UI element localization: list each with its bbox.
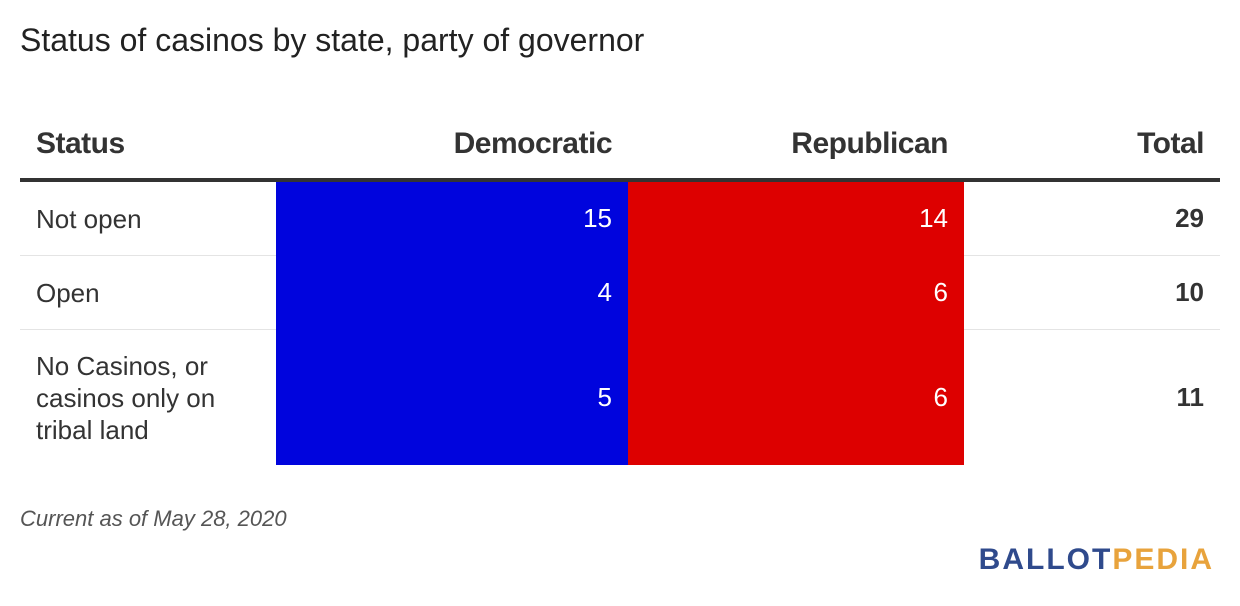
democratic-cell: 15 (276, 180, 628, 256)
total-cell: 10 (964, 255, 1220, 330)
column-header-status: Status (20, 110, 276, 182)
status-cell: No Casinos, or casinos only on tribal la… (36, 350, 216, 445)
table-row: No Casinos, or casinos only on tribal la… (20, 329, 1220, 465)
column-header-democratic: Democratic (276, 110, 628, 182)
status-cell: Not open (20, 180, 276, 256)
table-row: Not open 15 14 29 (20, 180, 1220, 256)
status-cell: Open (20, 255, 276, 330)
table-row: Open 4 6 10 (20, 255, 1220, 330)
chart-title: Status of casinos by state, party of gov… (20, 22, 645, 58)
total-cell: 11 (1176, 382, 1205, 412)
column-header-republican: Republican (628, 110, 964, 182)
casino-status-table: Status Democratic Republican Total Not o… (20, 110, 1220, 465)
total-cell: 29 (964, 180, 1220, 256)
column-header-total: Total (964, 110, 1220, 182)
democratic-cell: 5 (276, 329, 628, 465)
logo-part-pedia: PEDIA (1112, 543, 1214, 576)
table-header-row: Status Democratic Republican Total (20, 110, 1220, 182)
republican-cell: 14 (628, 180, 964, 256)
logo-part-ballot: BALLOT (978, 543, 1113, 576)
ballotpedia-logo: BALLOTPEDIA (979, 543, 1214, 577)
republican-cell: 6 (628, 329, 964, 465)
source-note: Current as of May 28, 2020 (20, 506, 287, 531)
republican-cell: 6 (628, 255, 964, 330)
democratic-cell: 4 (276, 255, 628, 330)
